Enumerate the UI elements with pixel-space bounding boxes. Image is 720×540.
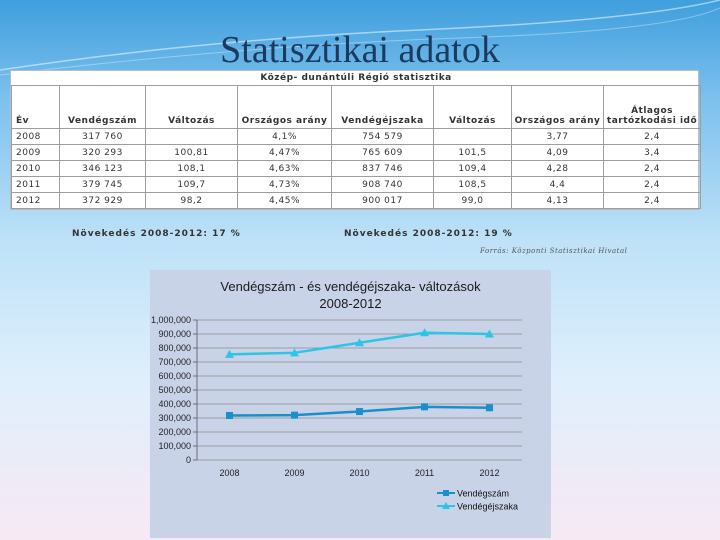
- x-tick-label: 2010: [349, 468, 369, 478]
- data-point-marker: [290, 348, 299, 357]
- y-tick-label: 200,000: [158, 427, 191, 437]
- data-point-marker: [356, 408, 363, 416]
- table-cell: 2,4: [602, 160, 702, 177]
- table-cell: 754 579: [331, 128, 434, 145]
- table-cell: 109,4: [433, 160, 512, 177]
- table-header-cell: Országos arány: [237, 85, 332, 129]
- table-header-cell: Év: [11, 85, 60, 129]
- table-cell: 379 745: [59, 176, 146, 193]
- table-header-cell: Változás: [433, 85, 512, 129]
- data-point-marker: [486, 404, 493, 412]
- table-cell: 2012: [11, 192, 60, 209]
- table-header-cell: Országos arány: [511, 85, 604, 129]
- table-cell: 3,77: [511, 128, 604, 145]
- table-cell: [145, 128, 238, 145]
- statistics-table: Közép- dunántúli Régió statisztika Év Ven…: [10, 70, 702, 210]
- table-cell: 2,4: [602, 176, 702, 193]
- chart-title-line2: 2008-2012: [319, 296, 382, 311]
- table-row: 2008 317 760 4,1% 754 579 3,77 2,4: [11, 128, 702, 145]
- x-tick-label: 2012: [479, 468, 499, 478]
- data-point-marker: [226, 412, 233, 420]
- table-cell: 99,0: [433, 192, 512, 209]
- table-row: 2010 346 123 108,1 4,63% 837 746 109,4 4,28 2,4: [11, 160, 702, 177]
- table-header-cell: Átlagos tartózkodási idő: [602, 85, 702, 129]
- y-tick-label: 900,000: [158, 329, 191, 339]
- y-tick-label: 800,000: [158, 343, 191, 353]
- data-point-marker: [421, 403, 428, 411]
- table-cell: 4,28: [511, 160, 604, 177]
- table-cell: 100,81: [145, 144, 238, 161]
- table-cell: 101,5: [433, 144, 512, 161]
- table-row: 2011 379 745 109,7 4,73% 908 740 108,5 4,4 2,4: [11, 176, 702, 193]
- chart-svg: 0 100,000 200,000 300,000 400,000 500,000 600,…: [151, 315, 522, 512]
- source-note: Forrás: Központi Statisztikai Hivatal: [480, 247, 628, 255]
- y-tick-label: 100,000: [158, 441, 191, 451]
- table-cell: 2009: [11, 144, 60, 161]
- legend-marker: [442, 502, 450, 509]
- y-tick-label: 700,000: [158, 357, 191, 367]
- table-cell: 2011: [11, 176, 60, 193]
- table-cell: 4,09: [511, 144, 604, 161]
- table-cell: 108,1: [145, 160, 238, 177]
- table-cell: 2,4: [602, 128, 702, 145]
- data-point-marker: [291, 411, 298, 419]
- table-cell: 320 293: [59, 144, 146, 161]
- slide-title: Statisztikai adatok: [220, 29, 500, 71]
- data-point-marker: [355, 338, 364, 347]
- x-tick-label: 2009: [284, 468, 304, 478]
- table-cell: 837 746: [331, 160, 434, 177]
- data-point-marker: [485, 329, 494, 338]
- table-cell: 2,4: [602, 192, 702, 209]
- table-cell: 346 123: [59, 160, 146, 177]
- growth-left: Növekedés 2008-2012: 17 %: [72, 229, 241, 239]
- table-cell: 765 609: [331, 144, 434, 161]
- y-tick-label: 1,000,000: [151, 315, 191, 325]
- x-tick-label: 2011: [415, 468, 434, 478]
- chart-title: Vendégszám - és vendégéjszaka- változáso…: [150, 278, 551, 312]
- legend-marker: [443, 490, 449, 496]
- table-cell: 2008: [11, 128, 60, 145]
- table-cell: 900 017: [331, 192, 434, 209]
- table-cell: [433, 128, 512, 145]
- y-tick-label: 0: [186, 455, 191, 465]
- y-tick-label: 300,000: [158, 413, 191, 423]
- table-row: 2009 320 293 100,81 4,47% 765 609 101,5 4,09 3,…: [11, 144, 702, 161]
- table-header-cell: Változás: [145, 85, 238, 129]
- y-tick-label: 400,000: [158, 399, 191, 409]
- table-cell: 109,7: [145, 176, 238, 193]
- table-cell: 4,13: [511, 192, 604, 209]
- table-cell: 4,47%: [237, 144, 332, 161]
- table-cell: 317 760: [59, 128, 146, 145]
- table-cell: 372 929: [59, 192, 146, 209]
- table-cell: 4,45%: [237, 192, 332, 209]
- table-cell: 108,5: [433, 176, 512, 193]
- y-tick-label: 500,000: [158, 385, 191, 395]
- x-tick-label: 2008: [219, 468, 239, 478]
- growth-right: Növekedés 2008-2012: 19 %: [344, 229, 513, 239]
- table-cell: 4,1%: [237, 128, 332, 145]
- data-point-marker: [225, 349, 234, 358]
- table-row: 2012 372 929 98,2 4,45% 900 017 99,0 4,13 2,4: [11, 192, 702, 209]
- data-point-marker: [420, 328, 429, 337]
- y-tick-label: 600,000: [158, 371, 191, 381]
- table-header-cell: Vendégszám: [59, 85, 146, 129]
- table-region-title: Közép- dunántúli Régió statisztika: [260, 73, 452, 83]
- table-cell: 4,63%: [237, 160, 332, 177]
- table-cell: 4,73%: [237, 176, 332, 193]
- table-cell: 98,2: [145, 192, 238, 209]
- table-cell: 2010: [11, 160, 60, 177]
- legend-label: Vendégéjszaka: [457, 502, 518, 512]
- table-header-cell: Vendégéjszaka: [331, 85, 434, 129]
- table-cell: 4,4: [511, 176, 604, 193]
- chart-title-line1: Vendégszám - és vendégéjszaka- változáso…: [220, 279, 481, 294]
- line-chart: Vendégszám - és vendégéjszaka- változáso…: [150, 270, 551, 538]
- table-cell: 908 740: [331, 176, 434, 193]
- table-cell: 3,4: [602, 144, 702, 161]
- legend-label: Vendégszám: [457, 489, 509, 499]
- decorative-wave: [0, 0, 720, 76]
